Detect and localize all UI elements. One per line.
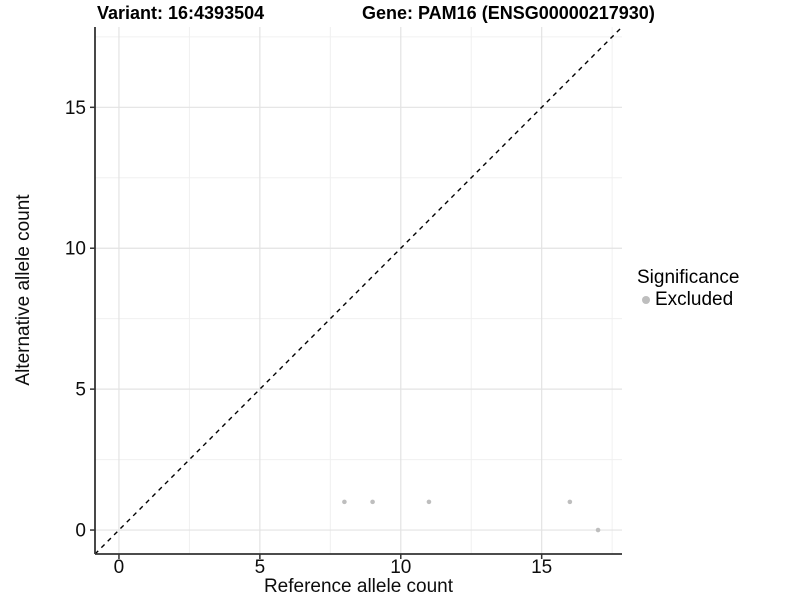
data-point xyxy=(595,527,601,533)
y-axis-title: Alternative allele count xyxy=(13,194,34,386)
x-tick-label: 10 xyxy=(390,557,411,578)
legend-item-label: Excluded xyxy=(655,289,734,310)
legend-title: Significance xyxy=(637,267,740,288)
x-axis-title: Reference allele count xyxy=(263,576,454,597)
data-point xyxy=(567,499,573,505)
identity-line xyxy=(94,26,623,555)
excluded-point-icon xyxy=(642,296,650,304)
x-tick-label: 0 xyxy=(114,557,125,578)
y-tick-label: 15 xyxy=(65,98,86,119)
x-tick-label: 15 xyxy=(531,557,552,578)
gene-title: Gene: PAM16 (ENSG00000217930) xyxy=(362,3,655,23)
data-point xyxy=(342,499,347,505)
data-point xyxy=(370,499,375,505)
y-tick-label: 0 xyxy=(75,521,86,542)
y-tick-label: 10 xyxy=(65,239,86,260)
y-tick-label: 5 xyxy=(75,380,86,401)
variant-title: Variant: 16:4393504 xyxy=(97,3,265,23)
x-tick-label: 5 xyxy=(255,557,266,578)
legend: Significance Excluded xyxy=(637,267,739,310)
legend-item-excluded: Excluded xyxy=(637,289,739,310)
data-point xyxy=(426,499,432,505)
